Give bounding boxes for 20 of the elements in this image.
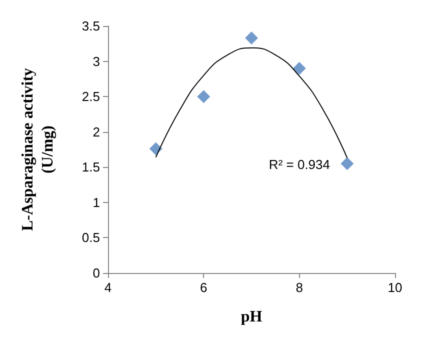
annotation: R² = 0.934 xyxy=(268,157,330,172)
x-tick-label: 10 xyxy=(388,280,402,295)
y-tick-label: 0.5 xyxy=(82,230,100,246)
x-tick-label: 6 xyxy=(200,280,208,295)
y-tick-label: 1.5 xyxy=(82,160,100,175)
y-tick-label: 2 xyxy=(92,124,100,140)
x-axis-title: pH xyxy=(240,308,263,326)
y-axis-title: L-Asparaginase activity (U/mg) xyxy=(20,68,56,232)
point xyxy=(292,62,306,75)
y-tick-label: 0 xyxy=(92,266,100,280)
point xyxy=(149,142,162,156)
y-tick-label: 2.5 xyxy=(82,89,100,104)
x-tick-label: 4 xyxy=(104,280,112,295)
point xyxy=(340,157,354,170)
point xyxy=(197,90,210,104)
y-tick-label: 3.5 xyxy=(82,18,100,34)
point xyxy=(245,31,258,44)
x-tick-label: 8 xyxy=(296,280,303,295)
y-tick-label: 3 xyxy=(92,54,100,69)
y-tick-label: 1 xyxy=(92,194,100,210)
